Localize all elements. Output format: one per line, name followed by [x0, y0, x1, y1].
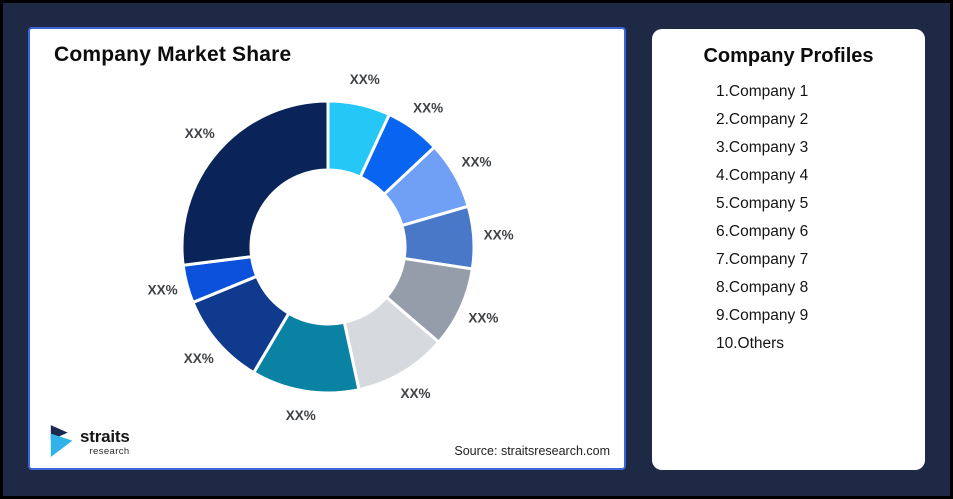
logo-sub-text: research	[89, 445, 130, 457]
list-item-company-6: 6.Company 6	[716, 223, 809, 240]
donut-segment-label-3: XX%	[461, 154, 491, 169]
list-item-company-7: 7.Company 7	[716, 251, 809, 268]
donut-segment-label-4: XX%	[484, 228, 514, 243]
donut-segment-label-9: XX%	[148, 283, 178, 298]
donut-segment-10	[180, 99, 330, 267]
market-share-card: Company Market Share XX% XX% XX% XX% XX% XX% X…	[28, 27, 626, 470]
list-item-company-8: 8.Company 8	[716, 279, 809, 296]
straits-research-logo: straits research	[48, 422, 130, 462]
chart-title: Company Market Share	[54, 43, 292, 66]
list-item-company-9: 9.Company 9	[716, 307, 809, 324]
list-item-company-4: 4.Company 4	[716, 167, 809, 184]
profiles-list: 1.Company 1 2.Company 2 3.Company 3 4.Co…	[652, 78, 925, 358]
list-item-company-3: 3.Company 3	[716, 139, 809, 156]
donut-segment-label-1: XX%	[350, 72, 380, 87]
donut-segment-label-5: XX%	[468, 310, 498, 325]
logo-text: straits research	[80, 428, 130, 457]
donut-segment-label-6: XX%	[400, 386, 430, 401]
list-item-company-1: 1.Company 1	[716, 83, 809, 100]
source-text: Source: straitsresearch.com	[454, 444, 610, 458]
list-item-others: 10.Others	[716, 335, 785, 352]
donut-segment-label-7: XX%	[286, 408, 316, 423]
profiles-title: Company Profiles	[703, 45, 874, 67]
logo-brand-text: straits	[80, 426, 130, 446]
donut-segment-label-8: XX%	[184, 351, 214, 366]
company-profiles-card: Company Profiles 1.Company 1 2.Company 2…	[652, 29, 925, 470]
list-item-company-5: 5.Company 5	[716, 195, 809, 212]
donut-chart: XX% XX% XX% XX% XX% XX% XX% XX% XX% XX%	[148, 72, 514, 423]
list-item-company-2: 2.Company 2	[716, 111, 809, 128]
donut-segment-label-2: XX%	[413, 100, 443, 115]
donut-segment-label-10: XX%	[185, 126, 215, 141]
straits-logo-icon	[50, 425, 73, 457]
